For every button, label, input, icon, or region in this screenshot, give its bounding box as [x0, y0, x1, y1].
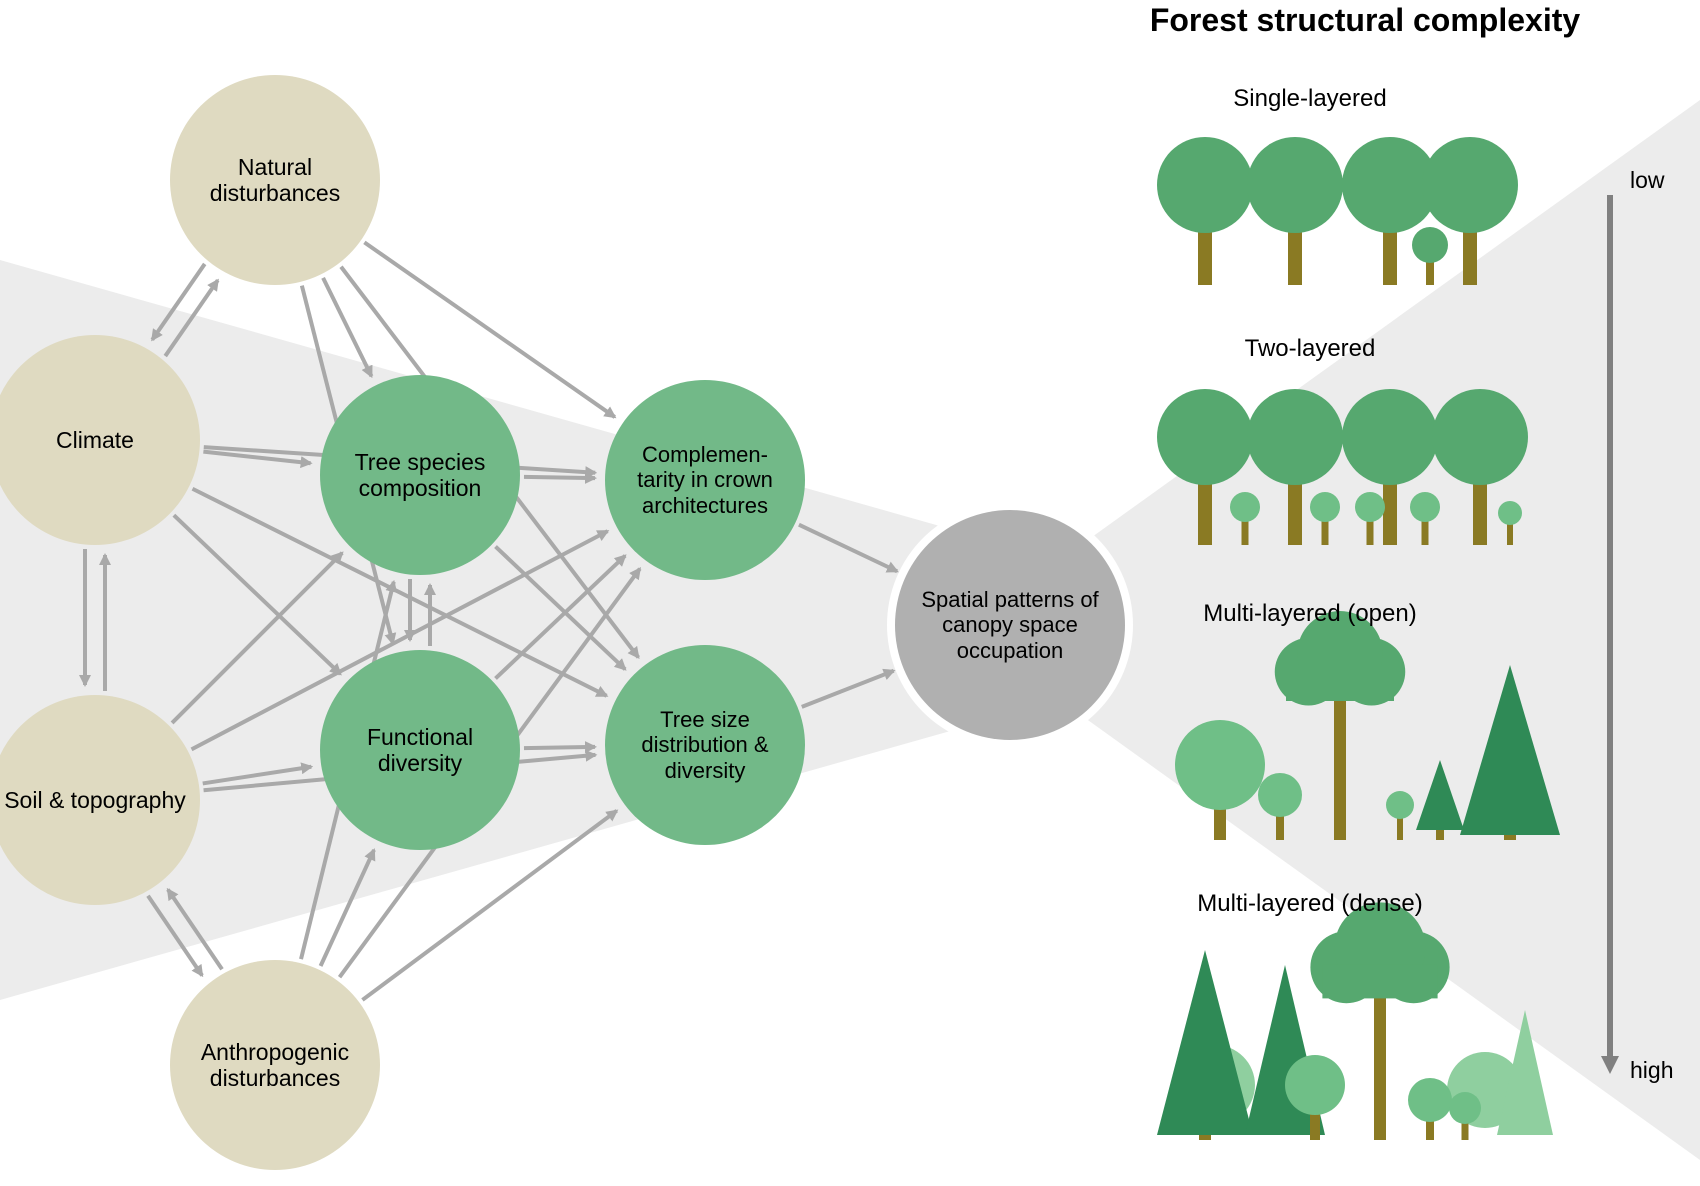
diagram-canvas: Natural disturbancesClimateSoil & topogr… [0, 0, 1700, 1186]
